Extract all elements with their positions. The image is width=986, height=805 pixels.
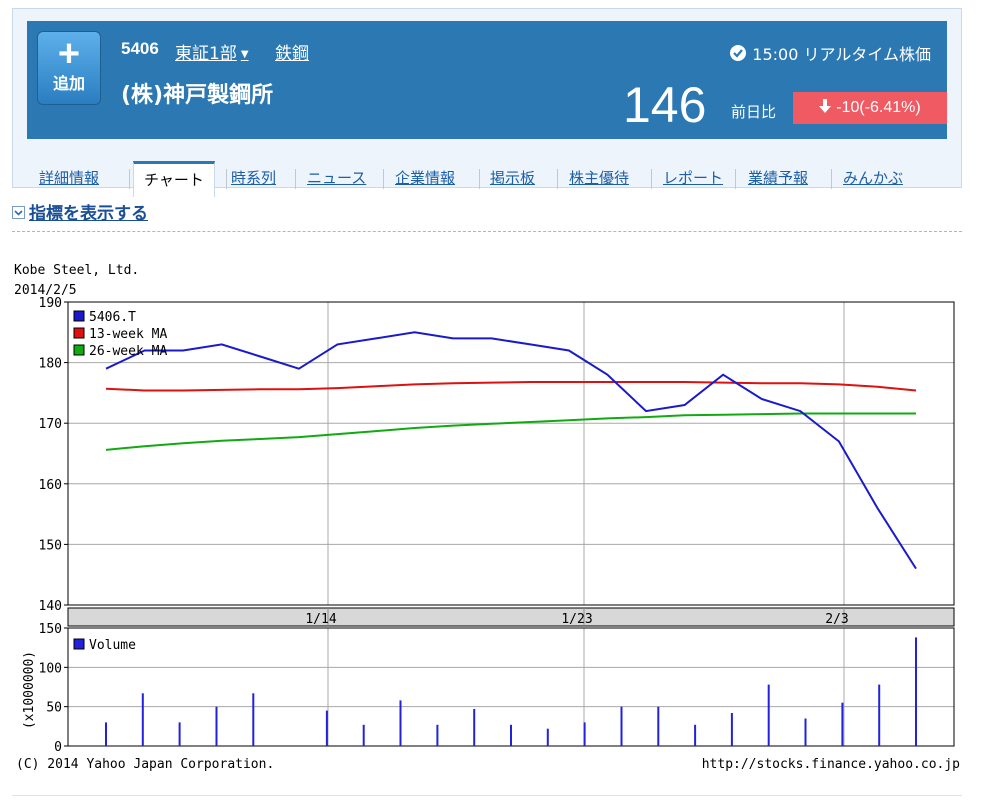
plus-icon: + <box>57 33 81 75</box>
chart-date: 2014/2/5 <box>14 283 77 298</box>
ma13-series-line <box>105 381 917 392</box>
y-tick-label: 100 <box>39 661 62 676</box>
down-arrow-icon <box>819 99 832 113</box>
date-tick-label: 1/23 <box>561 612 592 627</box>
realtime-status: 15:00 リアルタイム株価 <box>729 41 931 65</box>
y-tick-label: 190 <box>39 296 62 311</box>
price-change-badge: -10(-6.41%) <box>793 92 947 124</box>
tab-chart[interactable]: チャート <box>133 161 215 197</box>
y-tick-label: 160 <box>39 478 62 493</box>
tab-company-info[interactable]: 企業情報 <box>395 169 456 187</box>
volume-axis-label: (x1000000) <box>22 651 37 729</box>
market-label: 東証1部 <box>175 44 237 64</box>
show-indicators-toggle[interactable]: 指標を表示する <box>12 199 148 224</box>
legend-swatch <box>73 310 85 322</box>
copyright-text: (C) 2014 Yahoo Japan Corporation. <box>16 757 274 772</box>
tab-minkabu[interactable]: みんかぶ <box>843 169 904 187</box>
legend-label: 13-week MA <box>89 327 167 342</box>
date-tick-label: 2/3 <box>825 612 848 627</box>
stock-chart: Kobe Steel, Ltd. 2014/2/5 140 150 160 170 18… <box>14 263 960 772</box>
tab-divider <box>383 169 384 189</box>
volume-y-axis: 0 50 100 150 <box>39 622 68 755</box>
tab-divider <box>295 169 296 189</box>
y-tick-label: 0 <box>54 740 62 755</box>
add-button-label: 追加 <box>52 74 85 93</box>
tab-divider <box>831 169 832 189</box>
y-tick-label: 140 <box>39 599 62 614</box>
legend-swatch <box>73 327 85 339</box>
tab-divider <box>479 169 480 189</box>
date-tick-label: 1/14 <box>305 612 336 627</box>
y-tick-label: 150 <box>39 622 62 637</box>
current-price: 146 <box>623 77 707 133</box>
chart-title: Kobe Steel, Ltd. <box>14 263 139 278</box>
page-bottom-rule <box>12 795 962 796</box>
legend-swatch <box>73 344 85 356</box>
stock-summary-bar: + 追加 5406 東証1部 ▼ 鉄鋼 (株)神戸製鋼所 15:00 リアルタイム… <box>27 21 947 139</box>
volume-chart-legend: Volume <box>73 638 136 653</box>
y-tick-label: 150 <box>39 538 62 553</box>
date-axis-labels: 1/14 1/23 2/3 <box>305 608 849 627</box>
tab-message-board[interactable]: 掲示板 <box>490 169 536 187</box>
legend-label: Volume <box>89 638 136 653</box>
source-url: http://stocks.finance.yahoo.co.jp <box>702 757 960 772</box>
stock-header-panel: + 追加 5406 東証1部 ▼ 鉄鋼 (株)神戸製鋼所 15:00 リアルタイム… <box>12 8 962 197</box>
legend-swatch <box>73 638 85 650</box>
price-change-value: -10(-6.41%) <box>836 99 921 116</box>
show-indicators-label: 指標を表示する <box>29 204 148 224</box>
tab-reports[interactable]: レポート <box>663 169 724 187</box>
change-label: 前日比 <box>731 103 777 121</box>
legend-label: 5406.T <box>89 310 136 325</box>
company-name: (株)神戸製鋼所 <box>121 83 274 108</box>
tab-news[interactable]: ニュース <box>307 169 367 187</box>
market-dropdown[interactable]: 東証1部 ▼ <box>175 39 249 64</box>
industry-link[interactable]: 鉄鋼 <box>275 44 309 64</box>
clock-check-icon <box>730 45 747 61</box>
price-series-line <box>105 331 917 570</box>
dropdown-arrow-icon: ▼ <box>240 49 249 60</box>
tab-time-series[interactable]: 時系列 <box>231 169 277 187</box>
y-tick-label: 170 <box>39 417 62 432</box>
tab-shareholder-benefits[interactable]: 株主優待 <box>569 169 630 187</box>
price-chart-frame <box>67 301 955 606</box>
expand-chevron-icon <box>12 206 25 219</box>
price-chart-legend: 5406.T 13-week MA 26-week MA <box>73 310 167 359</box>
tab-divider <box>557 169 558 189</box>
tab-divider <box>735 169 736 189</box>
volume-bars <box>105 637 917 746</box>
tab-divider <box>226 169 227 189</box>
tab-divider <box>651 169 652 189</box>
tab-divider <box>129 169 130 189</box>
stock-code: 5406 <box>121 39 159 58</box>
date-axis-band <box>67 607 955 627</box>
price-series-lines <box>105 331 917 570</box>
ma26-series-line <box>105 412 916 451</box>
tab-details[interactable]: 詳細情報 <box>39 169 100 187</box>
price-y-axis: 140 150 160 170 180 190 <box>39 296 68 614</box>
y-tick-label: 180 <box>39 357 62 372</box>
realtime-label: 15:00 リアルタイム株価 <box>752 45 931 64</box>
legend-label: 26-week MA <box>89 344 167 359</box>
add-to-portfolio-button[interactable]: + 追加 <box>37 31 101 105</box>
section-divider <box>12 231 962 232</box>
y-tick-label: 50 <box>46 701 62 716</box>
tab-earnings-forecast[interactable]: 業績予報 <box>748 169 809 187</box>
